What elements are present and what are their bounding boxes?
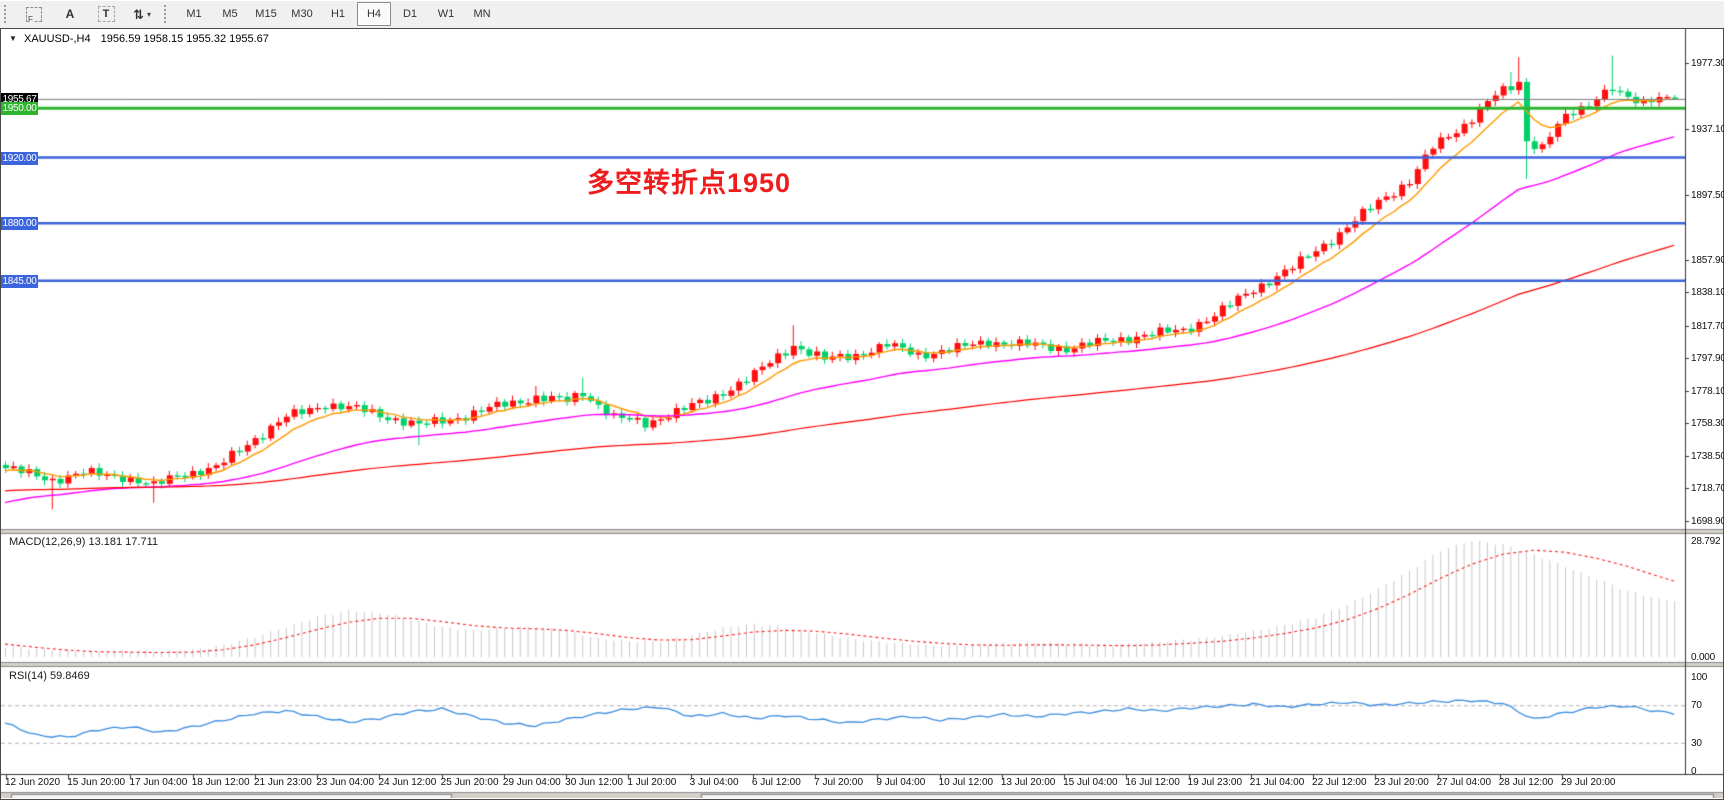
toolbar: F A T ⇅ ▾ M1 M5 M15 M30 H1 H4 D1 W1 MN: [0, 0, 1724, 29]
time-tick-label: 29 Jun 04:00: [502, 777, 561, 788]
time-tick-label: 15 Jun 20:00: [67, 777, 126, 788]
price-tick-label: 1838.10: [1691, 287, 1724, 299]
level-price-box: 1845.00: [1, 274, 38, 288]
price-tick-label: 1857.90: [1691, 254, 1724, 266]
timeframe-button-m15[interactable]: M15: [255, 8, 277, 20]
time-tick-label: 19 Jul 23:00: [1187, 777, 1243, 788]
rsi-pane-label: RSI(14) 59.8469: [9, 670, 90, 682]
arrow-objects-button[interactable]: ⇅ ▾: [125, 2, 159, 26]
level-price-box: 1920.00: [1, 151, 38, 165]
price-tick-label: 1758.30: [1691, 418, 1724, 430]
timeframe-button-m30[interactable]: M30: [291, 8, 313, 20]
price-chart-canvas[interactable]: [1, 29, 1723, 798]
font-tool-button[interactable]: A: [53, 2, 87, 26]
price-tick-label: 1718.70: [1691, 483, 1724, 495]
timeframe-button-h4[interactable]: H4: [357, 2, 391, 26]
price-tick-label: 1817.70: [1691, 320, 1724, 332]
toolbar-grip-2[interactable]: [164, 5, 172, 23]
time-tick-label: 30 Jun 12:00: [565, 777, 623, 788]
chevron-down-icon: ▾: [146, 9, 151, 19]
time-tick-label: 29 Jul 20:00: [1561, 777, 1616, 788]
timeframe-bar: M1 M5 M15 M30 H1 H4 D1 W1 MN: [176, 2, 500, 26]
dropdown-arrow-icon: ▼: [9, 34, 17, 43]
time-tick-label: 28 Jul 12:00: [1498, 777, 1554, 788]
macd-tick-label: 28.792: [1691, 535, 1721, 547]
rsi-current-value: 59.8469: [49, 670, 90, 682]
chart-properties-button[interactable]: F: [17, 2, 51, 26]
time-tick-label: 17 Jun 04:00: [129, 777, 188, 788]
timeframe-button-w1[interactable]: W1: [437, 8, 455, 20]
time-tick-label: 27 Jul 04:00: [1436, 777, 1492, 788]
time-tick-label: 1 Jul 20:00: [627, 777, 677, 788]
chart-annotation-text: 多空转折点1950: [587, 168, 792, 198]
time-tick-label: 25 Jun 20:00: [440, 777, 499, 788]
rsi-tick-label: 0: [1691, 766, 1697, 777]
time-tick-label: 21 Jul 04:00: [1249, 777, 1305, 788]
time-tick-label: 10 Jul 12:00: [938, 777, 994, 788]
rsi-tick-label: 70: [1691, 700, 1702, 712]
font-a-icon: A: [65, 7, 75, 21]
time-tick-label: 6 Jul 12:00: [751, 777, 801, 788]
time-tick-label: 15 Jul 04:00: [1063, 777, 1118, 788]
timeframe-button-m1[interactable]: M1: [186, 8, 202, 20]
time-tick-label: 12 Jun 2020: [5, 777, 61, 788]
time-tick-label: 23 Jun 04:00: [316, 777, 375, 788]
text-t-icon: T: [97, 6, 115, 22]
level-price-box: 1950.00: [1, 102, 38, 116]
text-tool-button[interactable]: T: [89, 2, 123, 26]
arrows-icon: ⇅: [133, 6, 144, 22]
time-tick-label: 9 Jul 04:00: [876, 777, 926, 788]
macd-pane-label: MACD(12,26,9) 13.181 17.711: [9, 536, 159, 548]
timeframe-button-h1[interactable]: H1: [330, 8, 346, 20]
price-tick-label: 1897.50: [1691, 189, 1724, 201]
time-tick-label: 16 Jul 12:00: [1125, 777, 1180, 788]
time-tick-label: 23 Jul 20:00: [1374, 777, 1429, 788]
macd-tick-label: 0.000: [1691, 652, 1716, 663]
price-tick-label: 1977.30: [1691, 58, 1724, 70]
toolbar-grip[interactable]: [4, 5, 12, 23]
time-tick-label: 21 Jun 23:00: [253, 777, 312, 788]
chart-window: ▼ XAUUSD-,H4 1956.59 1958.15 1955.32 195…: [0, 28, 1724, 800]
symbol-period-label: XAUUSD-,H4: [23, 33, 91, 45]
timeframe-button-mn[interactable]: MN: [473, 8, 491, 20]
time-tick-label: 22 Jul 12:00: [1312, 777, 1367, 788]
price-tick-label: 1738.50: [1691, 450, 1724, 462]
price-tick-label: 1698.90: [1691, 515, 1724, 527]
time-tick-label: 13 Jul 20:00: [1000, 777, 1056, 788]
price-tick-label: 1937.10: [1691, 124, 1724, 136]
time-tick-label: 3 Jul 04:00: [689, 777, 739, 788]
time-tick-label: 18 Jun 12:00: [191, 777, 250, 788]
time-tick-label: 24 Jun 12:00: [378, 777, 437, 788]
f-frame-icon: F: [26, 6, 42, 24]
rsi-tick-label: 100: [1691, 672, 1708, 683]
price-tick-label: 1797.90: [1691, 353, 1724, 365]
level-price-box: 1880.00: [1, 217, 38, 231]
symbol-title[interactable]: ▼ XAUUSD-,H4 1956.59 1958.15 1955.32 195…: [9, 33, 269, 45]
timeframe-button-d1[interactable]: D1: [402, 8, 418, 20]
price-tick-label: 1778.10: [1691, 385, 1724, 397]
time-tick-label: 7 Jul 20:00: [814, 777, 864, 788]
timeframe-button-m5[interactable]: M5: [222, 8, 238, 20]
macd-current-values: 13.181 17.711: [88, 536, 159, 548]
rsi-tick-label: 30: [1691, 737, 1702, 749]
ohlc-values: 1956.59 1958.15 1955.32 1955.67: [100, 33, 269, 45]
